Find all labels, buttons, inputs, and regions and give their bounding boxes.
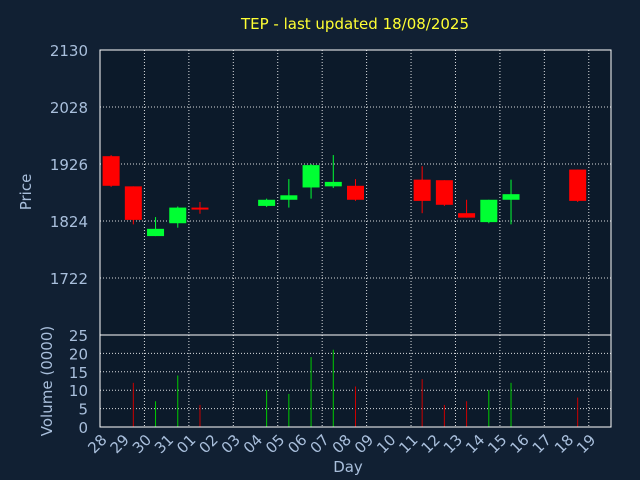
price-tick-label: 1824	[50, 213, 88, 231]
volume-tick-label: 0	[78, 419, 88, 437]
candle-body	[413, 179, 431, 201]
price-tick-label: 2130	[50, 42, 88, 60]
candle-body	[435, 180, 453, 205]
volume-panel-frame	[99, 334, 612, 428]
candle-body	[458, 213, 476, 218]
candle-body	[280, 195, 298, 200]
candle-body	[324, 181, 342, 187]
candle-body	[102, 156, 120, 186]
candle-body	[302, 165, 320, 188]
candle-body	[124, 186, 142, 220]
volume-axis-label: Volume (0000)	[38, 326, 56, 436]
candle-body	[480, 199, 498, 223]
volume-tick-label: 25	[69, 327, 88, 345]
price-axis-label: Price	[17, 174, 35, 211]
candle-body	[258, 199, 276, 206]
volume-tick-label: 10	[69, 382, 88, 400]
x-axis-label: Day	[333, 458, 363, 476]
price-tick-label: 1926	[50, 156, 88, 174]
candle-body	[147, 228, 165, 237]
candle-body	[502, 194, 520, 200]
candle-body	[347, 185, 364, 200]
volume-tick-label: 15	[69, 364, 88, 382]
candle-body	[191, 207, 209, 210]
price-tick-label: 1722	[50, 270, 88, 288]
candle-body	[169, 207, 187, 224]
volume-tick-label: 20	[69, 345, 88, 363]
chart-title: TEP - last updated 18/08/2025	[240, 15, 469, 33]
price-tick-label: 2028	[50, 99, 88, 117]
volume-tick-label: 5	[78, 401, 88, 419]
candle-body	[569, 169, 587, 201]
